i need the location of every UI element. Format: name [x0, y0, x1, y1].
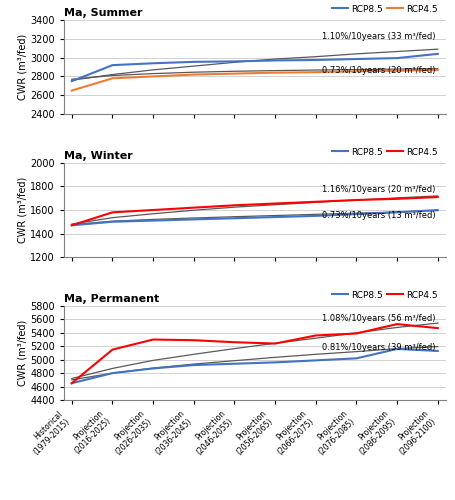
Legend: RCP8.5, RCP4.5: RCP8.5, RCP4.5 — [329, 144, 441, 160]
Text: 0.73%/10years (13 m³/fed): 0.73%/10years (13 m³/fed) — [322, 211, 436, 220]
Y-axis label: CWR (m³/fed): CWR (m³/fed) — [17, 177, 27, 243]
Y-axis label: CWR (m³/fed): CWR (m³/fed) — [17, 34, 27, 100]
Text: Ma, Winter: Ma, Winter — [64, 151, 132, 161]
Text: 1.16%/10years (20 m³/fed): 1.16%/10years (20 m³/fed) — [322, 185, 436, 194]
Text: Ma, Summer: Ma, Summer — [64, 8, 142, 18]
Text: 0.81%/10years (39 m³/fed): 0.81%/10years (39 m³/fed) — [322, 343, 436, 352]
Text: 0.73%/10years (20 m³/fed): 0.73%/10years (20 m³/fed) — [322, 66, 436, 76]
Text: Ma, Permanent: Ma, Permanent — [64, 294, 159, 304]
Y-axis label: CWR (m³/fed): CWR (m³/fed) — [17, 320, 27, 386]
Legend: RCP8.5, RCP4.5: RCP8.5, RCP4.5 — [329, 1, 441, 17]
Text: 1.08%/10years (56 m³/fed): 1.08%/10years (56 m³/fed) — [322, 314, 436, 322]
Text: 1.10%/10years (33 m³/fed): 1.10%/10years (33 m³/fed) — [322, 32, 436, 42]
Legend: RCP8.5, RCP4.5: RCP8.5, RCP4.5 — [329, 287, 441, 303]
